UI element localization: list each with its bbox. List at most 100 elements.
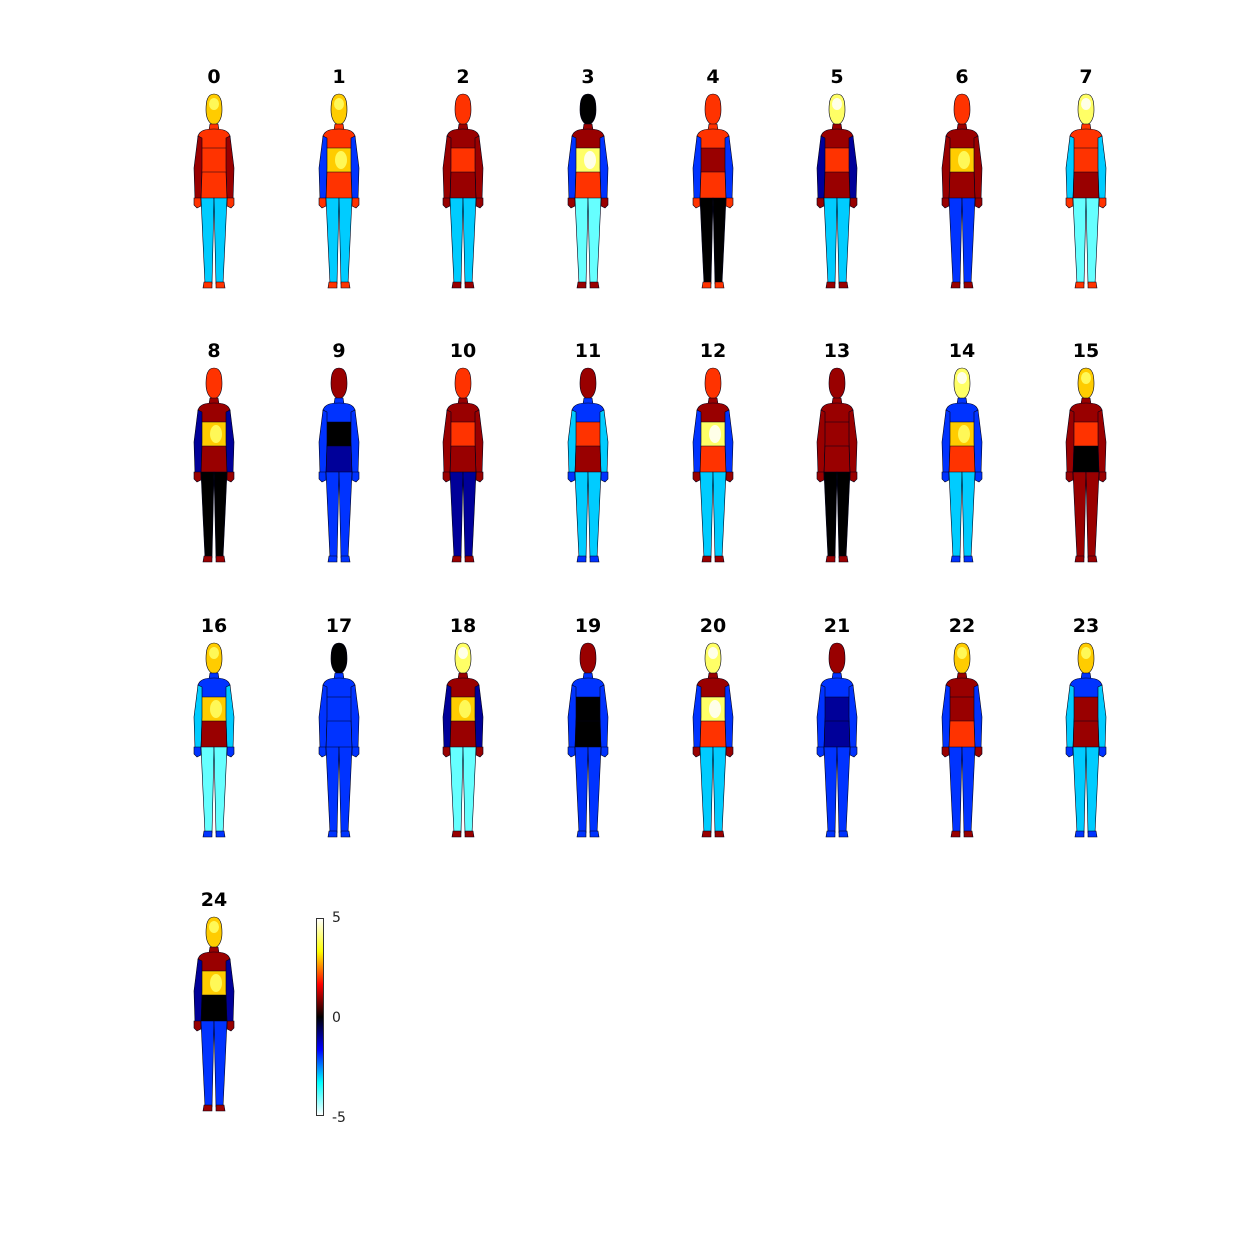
body-silhouette xyxy=(193,93,235,289)
body-region-right-hand xyxy=(600,746,609,758)
body-region-shoulders xyxy=(322,677,356,700)
body-region-left-leg xyxy=(449,197,464,285)
body-region-left-arm xyxy=(692,135,702,201)
body-region-abdomen xyxy=(200,171,228,201)
body-region-left-foot xyxy=(451,555,462,563)
body-region-left-hand xyxy=(193,197,202,209)
body-region-left-hand xyxy=(567,471,576,483)
body-region-left-leg xyxy=(948,746,963,834)
body-region-right-hand xyxy=(725,471,734,483)
body-region-chest xyxy=(699,147,727,175)
body-region-shoulders xyxy=(696,128,730,151)
body-region-left-foot xyxy=(202,281,213,289)
body-region-left-foot xyxy=(825,281,836,289)
body-region-left-arm xyxy=(692,409,702,475)
body-region-left-foot xyxy=(202,1104,213,1112)
body-region-left-foot xyxy=(825,555,836,563)
body-region-abdomen xyxy=(948,445,976,475)
body-region-abdomen xyxy=(1072,171,1100,201)
chest-hotspot xyxy=(210,425,222,443)
panel-title: 17 xyxy=(325,615,353,637)
body-region-right-hand xyxy=(1098,471,1107,483)
body-region-right-arm xyxy=(225,135,235,201)
body-region-right-foot xyxy=(714,281,725,289)
panel-title: 18 xyxy=(449,615,477,637)
body-region-left-foot xyxy=(950,555,961,563)
body-region-right-leg xyxy=(213,1020,228,1108)
body-region-shoulders xyxy=(820,128,854,151)
panel-title: 3 xyxy=(581,66,595,88)
body-region-left-hand xyxy=(442,197,451,209)
body-region-shoulders xyxy=(696,402,730,425)
body-region-right-arm xyxy=(599,684,609,750)
body-region-right-leg xyxy=(1085,197,1100,285)
body-region-chest xyxy=(449,421,477,449)
body-region-right-foot xyxy=(589,555,600,563)
body-region-right-hand xyxy=(849,746,858,758)
body-silhouette xyxy=(1065,93,1107,289)
body-region-left-arm xyxy=(941,684,951,750)
panel-title: 16 xyxy=(200,615,228,637)
body-region-right-arm xyxy=(973,409,983,475)
body-region-left-leg xyxy=(574,197,589,285)
body-silhouette xyxy=(193,367,235,563)
body-region-chest xyxy=(948,696,976,724)
panel-title: 23 xyxy=(1072,615,1100,637)
body-region-right-hand xyxy=(974,746,983,758)
body-region-shoulders xyxy=(446,677,480,700)
body-region-left-hand xyxy=(941,471,950,483)
body-region-left-arm xyxy=(442,409,452,475)
body-region-right-arm xyxy=(973,135,983,201)
panel-title: 9 xyxy=(332,340,346,362)
body-region-left-leg xyxy=(325,197,340,285)
body-region-right-arm xyxy=(350,135,360,201)
body-silhouette xyxy=(692,367,734,563)
colorbar-tick-zero: 0 xyxy=(332,1010,341,1026)
body-region-left-foot xyxy=(576,830,587,838)
body-region-shoulders xyxy=(696,677,730,700)
body-region-head xyxy=(828,642,846,675)
body-region-right-leg xyxy=(338,471,353,559)
body-region-shoulders xyxy=(446,402,480,425)
chest-hotspot xyxy=(709,425,721,443)
body-silhouette xyxy=(816,93,858,289)
head-hotspot xyxy=(708,647,718,659)
body-region-left-foot xyxy=(451,281,462,289)
body-region-right-hand xyxy=(475,197,484,209)
body-region-left-foot xyxy=(1074,281,1085,289)
body-region-right-arm xyxy=(1097,135,1107,201)
body-region-head xyxy=(205,367,223,400)
body-region-right-hand xyxy=(725,746,734,758)
body-region-head xyxy=(579,367,597,400)
body-region-left-arm xyxy=(193,958,203,1024)
body-region-right-arm xyxy=(350,409,360,475)
body-region-right-arm xyxy=(350,684,360,750)
body-region-left-leg xyxy=(699,471,714,559)
chest-hotspot xyxy=(958,425,970,443)
panel-title: 15 xyxy=(1072,340,1100,362)
body-region-abdomen xyxy=(574,720,602,750)
head-hotspot xyxy=(1081,372,1091,384)
body-region-left-hand xyxy=(567,197,576,209)
body-region-left-foot xyxy=(1074,555,1085,563)
body-region-right-leg xyxy=(961,197,976,285)
body-region-left-leg xyxy=(948,197,963,285)
body-region-right-arm xyxy=(225,958,235,1024)
panel-title: 5 xyxy=(830,66,844,88)
head-hotspot xyxy=(209,921,219,933)
panel-title: 12 xyxy=(699,340,727,362)
body-region-right-arm xyxy=(599,409,609,475)
body-region-left-hand xyxy=(692,471,701,483)
colorbar xyxy=(316,918,324,1116)
panel-title: 22 xyxy=(948,615,976,637)
body-region-right-foot xyxy=(1087,555,1098,563)
body-region-right-leg xyxy=(712,471,727,559)
body-silhouette xyxy=(692,93,734,289)
body-region-left-arm xyxy=(816,135,826,201)
body-region-right-leg xyxy=(213,471,228,559)
body-silhouette xyxy=(567,93,609,289)
head-hotspot xyxy=(957,372,967,384)
body-region-right-arm xyxy=(225,684,235,750)
body-silhouette xyxy=(1065,367,1107,563)
body-region-left-foot xyxy=(576,555,587,563)
